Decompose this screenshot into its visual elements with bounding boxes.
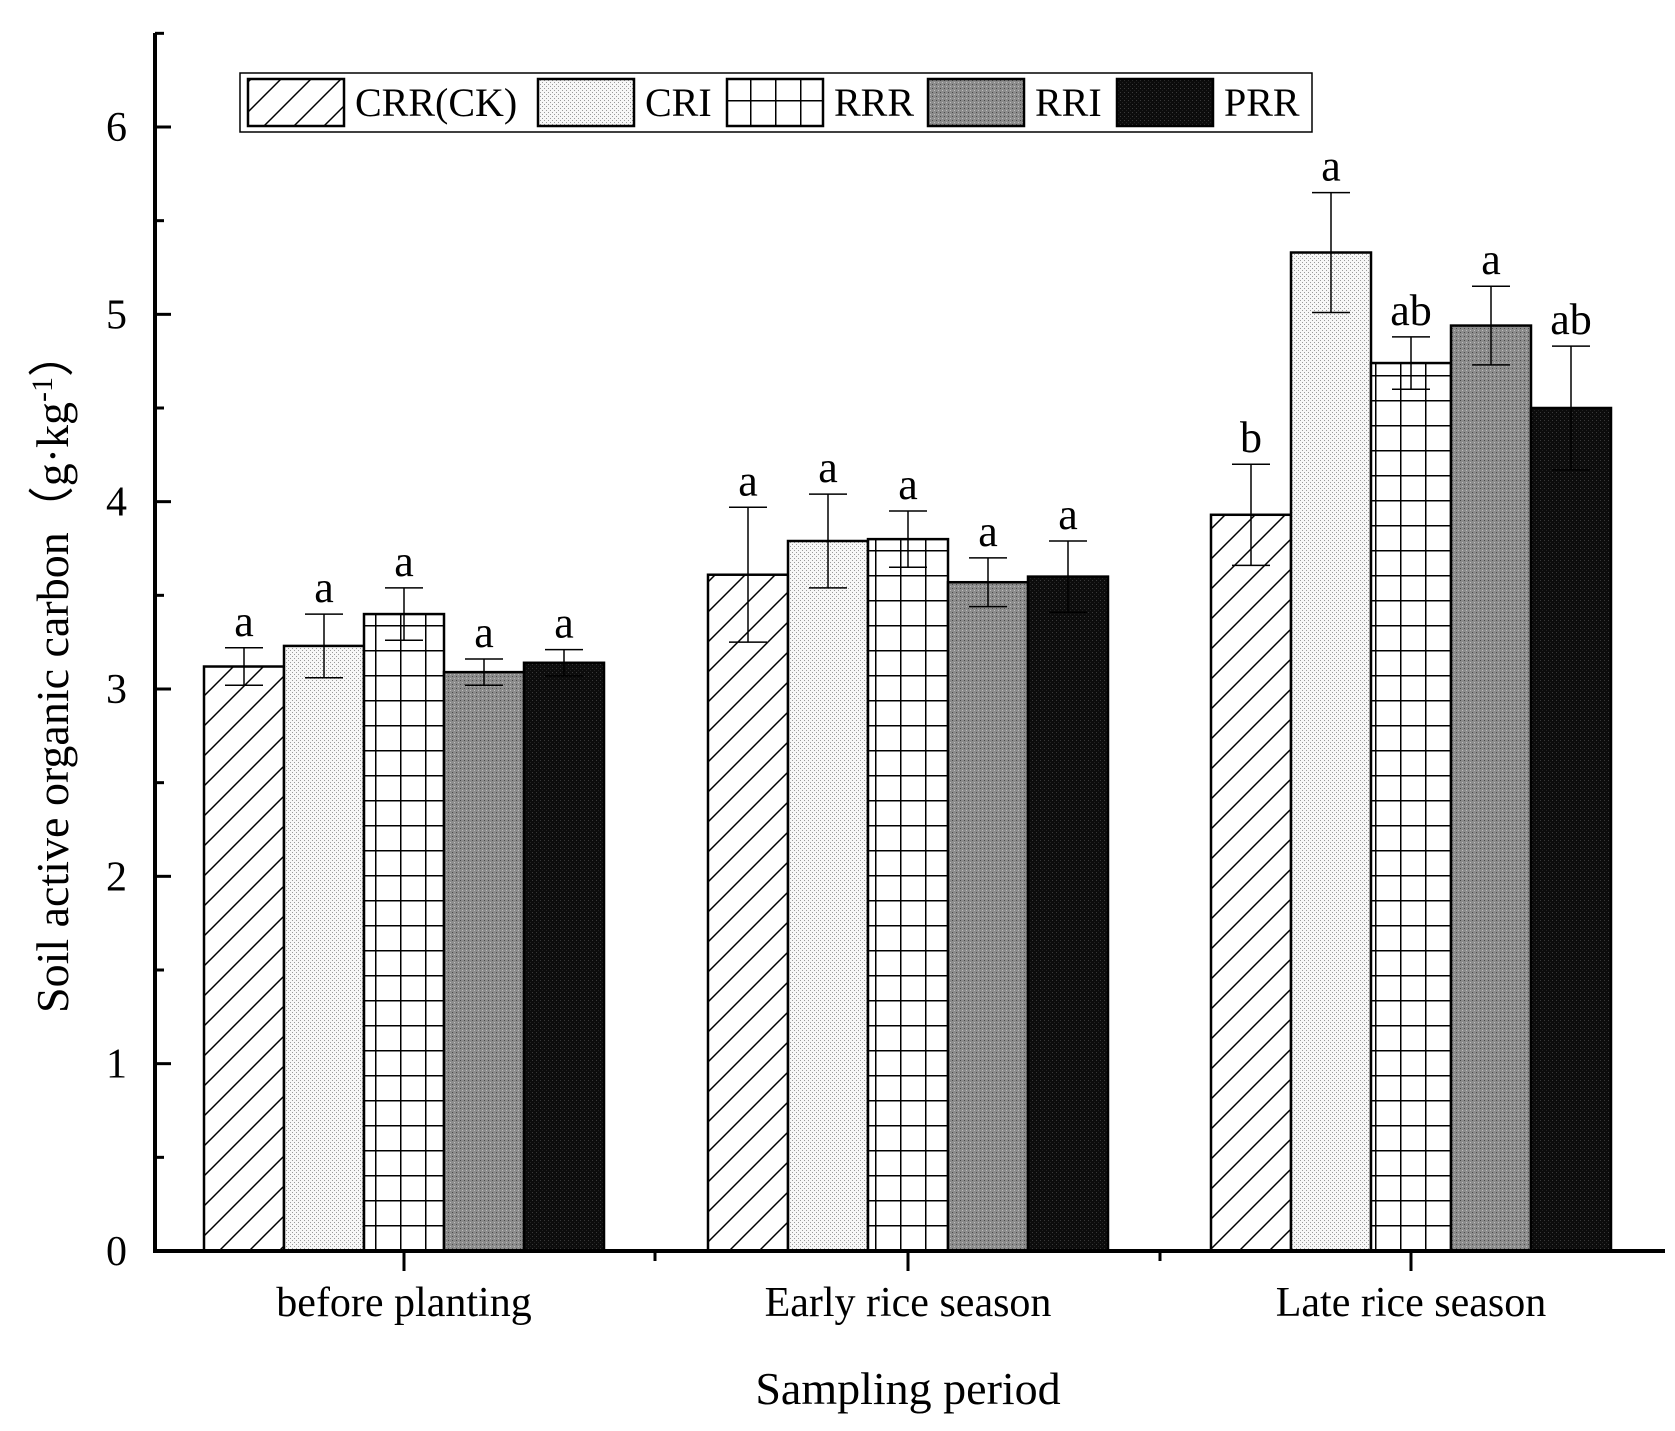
- y-axis-ticks: 0 1 2 3 4 5 6: [106, 31, 171, 1275]
- bar-group-crr-ck-: b: [1209, 413, 1293, 1253]
- x-tick-label: Late rice season: [1276, 1280, 1547, 1326]
- bar-group-rri: a: [946, 507, 1030, 1253]
- bar: [362, 612, 446, 1253]
- bar-group-cri: a: [786, 443, 870, 1253]
- legend-label: CRR(CK): [355, 80, 517, 125]
- y-tick-label: 1: [106, 1042, 127, 1088]
- legend-swatch: [926, 77, 1026, 128]
- significance-letter: ab: [1390, 286, 1432, 335]
- bar-group-crr-ck-: a: [202, 597, 286, 1253]
- bar: [442, 670, 526, 1253]
- bar: [1209, 513, 1293, 1253]
- bar-group-rrr: a: [866, 460, 950, 1253]
- bar-group-prr: a: [1026, 490, 1110, 1253]
- y-tick-label: 5: [106, 292, 127, 338]
- bar-group-prr: ab: [1529, 295, 1613, 1253]
- significance-letter: a: [978, 507, 998, 556]
- legend-swatch: [1115, 77, 1215, 128]
- bar-group-rri: a: [1449, 235, 1533, 1253]
- bar-group-cri: a: [282, 563, 366, 1253]
- bar: [866, 537, 950, 1253]
- bar: [946, 580, 1030, 1253]
- bar: [786, 539, 870, 1253]
- bar: [1289, 251, 1373, 1253]
- bar: [1529, 406, 1613, 1253]
- legend: CRR(CK) CRI RRR RRI PRR: [239, 72, 1313, 133]
- legend-swatch: [725, 77, 825, 128]
- significance-letter: a: [314, 563, 334, 612]
- significance-letter: b: [1240, 413, 1262, 462]
- y-tick-label: 3: [106, 667, 127, 713]
- bar-group-cri: a: [1289, 142, 1373, 1253]
- significance-letter: ab: [1550, 295, 1592, 344]
- x-tick-label: Early rice season: [765, 1280, 1052, 1326]
- y-tick-label: 4: [106, 480, 127, 526]
- x-axis-title: Sampling period: [755, 1363, 1060, 1414]
- legend-label: PRR: [1224, 80, 1300, 125]
- significance-letter: a: [474, 608, 494, 657]
- significance-letter: a: [1481, 235, 1501, 284]
- y-tick-label: 2: [106, 854, 127, 900]
- bar: [1026, 575, 1110, 1253]
- x-tick-label: before planting: [276, 1280, 531, 1326]
- bar: [202, 665, 286, 1253]
- bar: [706, 573, 790, 1253]
- bar: [1449, 324, 1533, 1253]
- bar-group-crr-ck-: a: [706, 456, 790, 1253]
- legend-swatch: [536, 77, 636, 128]
- legend-swatch: [246, 77, 346, 128]
- significance-letter: a: [394, 537, 414, 586]
- bar: [522, 661, 606, 1253]
- legend-label: RRI: [1035, 80, 1102, 125]
- bar: [1369, 361, 1453, 1253]
- bar-group-rrr: a: [362, 537, 446, 1253]
- significance-letter: a: [1321, 142, 1341, 191]
- bar: [282, 644, 366, 1253]
- significance-letter: a: [898, 460, 918, 509]
- x-axis-ticks: before planting Early rice season Late ric…: [276, 1251, 1546, 1326]
- significance-letter: a: [554, 599, 574, 648]
- y-tick-label: 0: [106, 1229, 127, 1275]
- bar-group-rrr: ab: [1369, 286, 1453, 1253]
- significance-letter: a: [818, 443, 838, 492]
- bar-group-prr: a: [522, 599, 606, 1253]
- legend-label: CRI: [645, 80, 712, 125]
- y-tick-label: 6: [106, 105, 127, 151]
- significance-letter: a: [738, 456, 758, 505]
- significance-letter: a: [1058, 490, 1078, 539]
- significance-letter: a: [234, 597, 254, 646]
- legend-label: RRR: [834, 80, 914, 125]
- y-axis-title: Soil active organic carbon（g·kg-1）: [26, 331, 78, 1013]
- bar-group-rri: a: [442, 608, 526, 1253]
